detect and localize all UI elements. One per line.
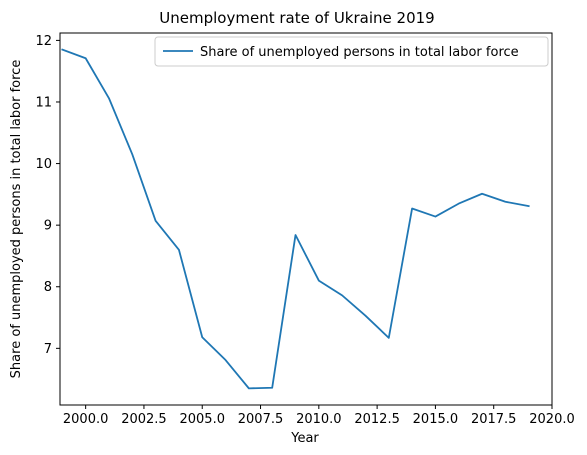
- x-tick-label: 2007.5: [238, 412, 284, 427]
- x-tick-label: 2020.0: [529, 412, 575, 427]
- x-tick-label: 2015.0: [413, 412, 459, 427]
- chart-title: Unemployment rate of Ukraine 2019: [159, 9, 434, 27]
- y-tick-label: 8: [44, 280, 52, 295]
- x-tick-label: 2010.0: [296, 412, 342, 427]
- x-tick-label: 2017.5: [471, 412, 517, 427]
- x-axis-title: Year: [290, 431, 319, 446]
- legend-entry-label: Share of unemployed persons in total lab…: [200, 45, 519, 60]
- x-tick-label: 2012.5: [354, 412, 400, 427]
- y-tick-label: 7: [44, 342, 52, 357]
- legend: Share of unemployed persons in total lab…: [154, 36, 549, 67]
- y-tick-label: 11: [35, 95, 52, 110]
- x-tick-label: 2005.0: [179, 412, 225, 427]
- plot-frame: [59, 32, 553, 406]
- y-tick-label: 10: [35, 157, 52, 172]
- x-tick-label: 2000.0: [63, 412, 109, 427]
- y-axis-title: Share of unemployed persons in total lab…: [9, 60, 24, 379]
- y-tick-label: 9: [44, 219, 52, 234]
- legend-frame: [154, 36, 549, 67]
- y-tick-label: 12: [35, 34, 52, 49]
- plot-area: 2000.0 2002.5 2005.0 2007.5 2010.0 2012.5 2015…: [35, 32, 575, 427]
- x-tick-label: 2002.5: [121, 412, 167, 427]
- series-line-0: [61, 48, 530, 390]
